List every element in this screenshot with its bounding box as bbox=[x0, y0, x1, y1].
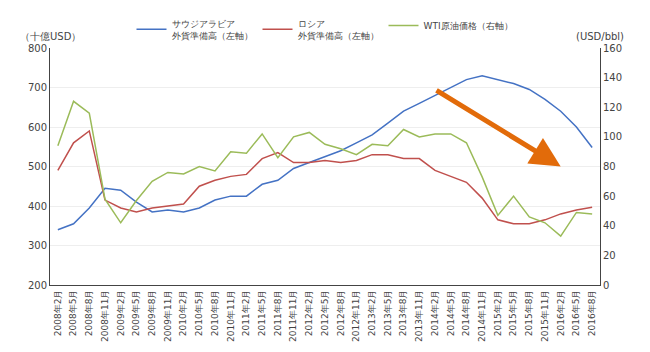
svg-text:2009年11月: 2009年11月 bbox=[163, 290, 173, 342]
svg-text:2014年8月: 2014年8月 bbox=[461, 290, 471, 337]
svg-text:2009年8月: 2009年8月 bbox=[147, 290, 157, 337]
svg-text:2010年5月: 2010年5月 bbox=[194, 290, 204, 337]
svg-text:400: 400 bbox=[28, 201, 47, 212]
svg-text:20: 20 bbox=[603, 250, 616, 261]
svg-text:200: 200 bbox=[28, 280, 47, 291]
svg-text:80: 80 bbox=[603, 161, 616, 172]
svg-text:2016年2月: 2016年2月 bbox=[556, 290, 566, 337]
svg-text:2010年11月: 2010年11月 bbox=[226, 290, 236, 342]
svg-text:サウジアラビア外貨準備高（左軸）: サウジアラビア外貨準備高（左軸） bbox=[172, 19, 253, 41]
svg-text:2012年11月: 2012年11月 bbox=[351, 290, 361, 342]
svg-text:2008年2月: 2008年2月 bbox=[53, 290, 63, 337]
svg-text:2012年8月: 2012年8月 bbox=[336, 290, 346, 337]
svg-text:2016年8月: 2016年8月 bbox=[587, 290, 597, 337]
svg-text:2014年5月: 2014年5月 bbox=[446, 290, 456, 337]
svg-text:2011年2月: 2011年2月 bbox=[241, 290, 251, 337]
svg-text:40: 40 bbox=[603, 220, 616, 231]
svg-text:500: 500 bbox=[28, 161, 47, 172]
svg-text:2012年5月: 2012年5月 bbox=[320, 290, 330, 337]
svg-text:2016年5月: 2016年5月 bbox=[571, 290, 581, 337]
svg-text:2012年2月: 2012年2月 bbox=[304, 290, 314, 337]
svg-text:2011年5月: 2011年5月 bbox=[257, 290, 267, 337]
svg-text:2015年5月: 2015年5月 bbox=[508, 290, 518, 337]
svg-text:60: 60 bbox=[603, 191, 616, 202]
svg-text:100: 100 bbox=[603, 131, 622, 142]
svg-text:120: 120 bbox=[603, 102, 622, 113]
svg-text:2010年8月: 2010年8月 bbox=[210, 290, 220, 337]
svg-text:WTI原油価格（右軸）: WTI原油価格（右軸） bbox=[424, 21, 513, 31]
svg-text:0: 0 bbox=[603, 280, 609, 291]
svg-text:2015年8月: 2015年8月 bbox=[524, 290, 534, 337]
svg-text:（十億USD）: （十億USD） bbox=[20, 31, 81, 42]
svg-text:2013年8月: 2013年8月 bbox=[398, 290, 408, 337]
svg-text:140: 140 bbox=[603, 72, 622, 83]
svg-text:2008年8月: 2008年8月 bbox=[84, 290, 94, 337]
svg-text:700: 700 bbox=[28, 82, 47, 93]
svg-text:(USD/bbl): (USD/bbl) bbox=[576, 31, 624, 42]
svg-text:2010年2月: 2010年2月 bbox=[178, 290, 188, 337]
svg-text:600: 600 bbox=[28, 122, 47, 133]
svg-text:ロシア外貨準備高（左軸）: ロシア外貨準備高（左軸） bbox=[298, 19, 379, 41]
svg-text:2015年11月: 2015年11月 bbox=[540, 290, 550, 342]
svg-text:2011年8月: 2011年8月 bbox=[273, 290, 283, 337]
svg-text:2013年2月: 2013年2月 bbox=[367, 290, 377, 337]
svg-text:2013年11月: 2013年11月 bbox=[414, 290, 424, 342]
svg-text:2014年11月: 2014年11月 bbox=[477, 290, 487, 342]
svg-text:2015年2月: 2015年2月 bbox=[493, 290, 503, 337]
svg-text:2009年2月: 2009年2月 bbox=[116, 290, 126, 337]
svg-text:2008年5月: 2008年5月 bbox=[68, 290, 78, 337]
svg-text:2009年5月: 2009年5月 bbox=[131, 290, 141, 337]
svg-text:2008年11月: 2008年11月 bbox=[100, 290, 110, 342]
svg-text:2013年5月: 2013年5月 bbox=[383, 290, 393, 337]
svg-text:2014年2月: 2014年2月 bbox=[430, 290, 440, 337]
svg-text:300: 300 bbox=[28, 240, 47, 251]
svg-text:2011年11月: 2011年11月 bbox=[288, 290, 298, 342]
svg-text:160: 160 bbox=[603, 43, 622, 54]
svg-text:800: 800 bbox=[28, 43, 47, 54]
